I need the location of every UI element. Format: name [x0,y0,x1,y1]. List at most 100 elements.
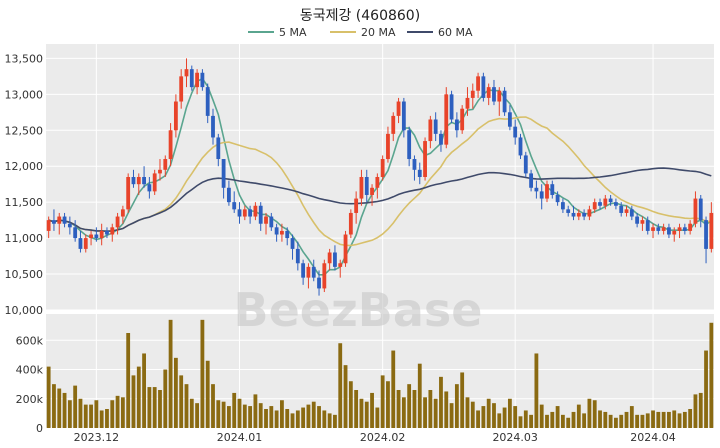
volume-bar [582,413,587,428]
volume-bar [189,398,194,428]
candle-body [120,209,125,217]
legend-label-1: 5 MA [279,26,307,39]
candle-body [598,202,602,206]
volume-bar [168,319,173,428]
candle-body [242,209,247,217]
volume-bar [555,406,560,428]
candle-body [258,205,263,224]
volume-bar [126,333,131,428]
candle-body [333,252,337,267]
volume-bar [152,387,157,428]
candle-body [89,234,93,239]
volume-bar [163,369,168,428]
candle-body [476,76,480,91]
candle-body [317,277,321,289]
volume-bar [364,401,369,428]
candle-body [619,205,624,213]
price-tick-label: 12,000 [5,160,44,173]
volume-tick-label: 200k [16,393,44,406]
volume-bar [306,404,311,428]
volume-bar [592,400,597,428]
candle-body [73,227,78,239]
volume-bar [560,414,565,428]
volume-bar [545,414,549,428]
candle-body [645,220,650,231]
volume-bar [375,407,380,428]
candle-body [523,155,528,174]
volume-bar [131,375,136,428]
candle-body [539,191,544,199]
volume-bar [348,381,353,428]
watermark: BeezBase [234,283,483,337]
price-tick-label: 12,500 [5,124,44,137]
candle-body [147,184,152,192]
candle-body [513,126,518,138]
chart-title: 동국제강 (460860) [300,8,420,24]
candle-body [667,227,671,235]
candle-body [179,76,184,102]
candle-body [306,266,311,278]
volume-bar [327,413,332,428]
candle-body [677,227,682,231]
volume-bar [226,406,231,428]
volume-bar [709,322,714,428]
candle-body [497,90,502,102]
candle-body [232,202,237,210]
date-tick-label: 2024.02 [360,431,406,444]
volume-bar [359,398,364,428]
candle-body [614,202,618,206]
volume-bar [460,372,465,428]
volume-bar [99,410,104,428]
candle-body [46,220,51,231]
candle-body [295,248,300,264]
candle-body [401,101,406,131]
volume-bar [513,406,518,428]
volume-bar [285,409,290,428]
candle-body [348,212,353,235]
volume-bar [449,403,454,428]
volume-bar [110,400,115,428]
candle-body [629,209,634,217]
candle-body [693,198,698,224]
volume-bar [502,407,507,428]
candle-body [439,133,443,145]
volume-bar [412,390,417,428]
volume-bar [354,390,359,428]
volume-bar [444,391,449,428]
date-tick-label: 2023.12 [74,431,120,444]
legend-label-3: 60 MA [438,26,473,39]
volume-bar [454,384,459,428]
candle-body [173,101,178,131]
volume-bar [396,390,401,428]
candle-body [78,238,83,249]
candle-body [338,263,343,267]
volume-bar [205,360,210,428]
volume-bar [407,384,412,428]
volume-bar [136,366,141,428]
volume-bar [221,401,226,428]
volume-bar [290,413,295,428]
volume-bar [211,384,215,428]
candle-body [465,97,470,109]
candle-body [269,216,274,228]
volume-bar [248,406,253,428]
volume-bar [645,413,650,428]
candle-body [518,137,523,156]
candle-body [576,212,581,217]
volume-bar [232,392,237,428]
volume-bar [338,343,343,428]
volume-grid [46,339,714,429]
candle-body [709,212,714,249]
candle-body [449,94,454,120]
ma-line-60 [48,167,712,233]
price-panel [46,44,714,310]
candle-body [470,90,475,98]
candle-body [105,230,109,235]
candle-body [221,159,226,188]
candle-body [354,198,359,213]
candle-body [301,263,306,278]
volume-bar [486,398,491,428]
candle-body [460,108,465,131]
date-tick-label: 2024.01 [217,431,263,444]
candle-body [688,223,693,231]
